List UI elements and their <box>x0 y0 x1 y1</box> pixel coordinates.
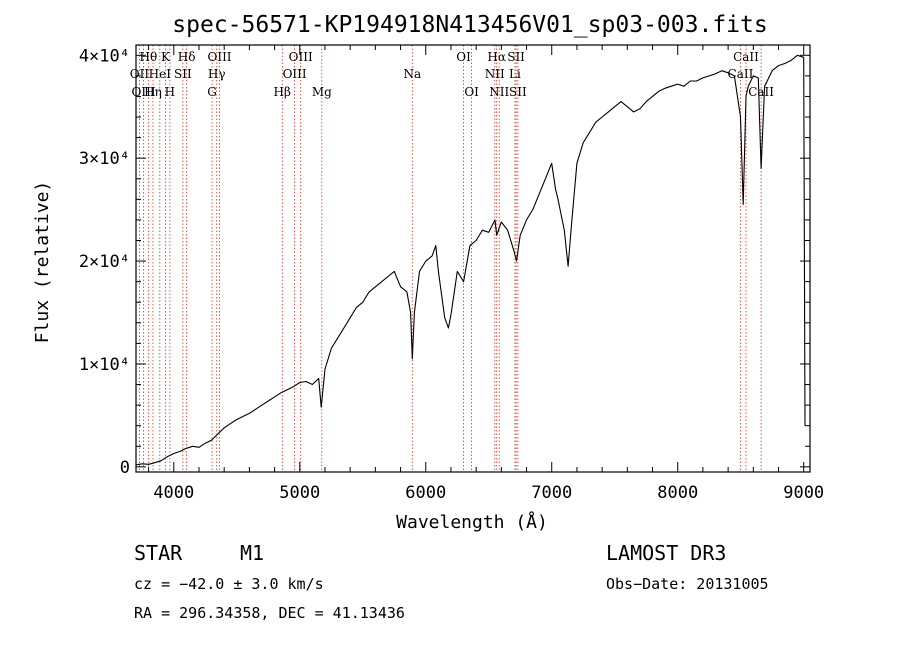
x-tick-label: 8000 <box>657 483 698 503</box>
line-label: NII <box>489 85 509 99</box>
x-tick-label: 7000 <box>531 483 572 503</box>
line-label: Hγ <box>208 67 226 81</box>
line-label: Na <box>403 67 421 81</box>
line-label: G <box>207 85 217 99</box>
x-tick-label: 6000 <box>405 483 446 503</box>
line-label: OII <box>130 67 150 81</box>
line-label: OI <box>456 50 471 64</box>
x-tick-label: 4000 <box>153 483 194 503</box>
object-class: STAR <box>134 541 183 565</box>
line-label: OIII <box>283 67 307 81</box>
survey-name: LAMOST DR3 <box>606 541 727 565</box>
line-label: K <box>161 50 171 64</box>
object-subclass: M1 <box>240 541 265 565</box>
coordinates: RA = 296.34358, DEC = 41.13436 <box>134 604 405 622</box>
observation-date: Obs−Date: 20131005 <box>606 575 769 593</box>
line-label: Hα <box>487 50 506 64</box>
line-label: CaII <box>748 85 774 99</box>
x-tick-label: 5000 <box>279 483 320 503</box>
line-label: SII <box>507 50 525 64</box>
x-axis-label: Wavelength (Å) <box>396 511 548 533</box>
line-label: Hβ <box>274 85 291 99</box>
line-label: OIII <box>132 85 156 99</box>
plot-frame <box>135 44 811 473</box>
y-tick-label: 1×10⁴ <box>79 355 130 375</box>
redshift-velocity: cz = −42.0 ± 3.0 km/s <box>134 575 324 593</box>
line-label: HeI <box>149 67 172 81</box>
line-label: Hη <box>144 85 162 99</box>
line-label: H <box>165 85 175 99</box>
y-tick-label: 0 <box>120 458 130 478</box>
spectrum-chart: spec-56571-KP194918N413456V01_sp03-003.f… <box>32 12 824 533</box>
line-label: NII <box>485 67 505 81</box>
y-axis-label: Flux (relative) <box>32 181 53 344</box>
x-tick-label: 9000 <box>783 483 824 503</box>
y-tick-label: 2×10⁴ <box>79 252 130 272</box>
line-markers <box>139 45 762 472</box>
line-label: Hδ <box>178 50 196 64</box>
chart-title: spec-56571-KP194918N413456V01_sp03-003.f… <box>172 12 767 38</box>
line-label: Hθ <box>139 50 157 64</box>
line-label: Li <box>509 67 521 81</box>
line-label: OI <box>464 85 479 99</box>
line-label: OIII <box>289 50 313 64</box>
spectrum-line <box>135 54 806 466</box>
line-label: Mg <box>312 85 332 99</box>
line-label: CaII <box>733 50 759 64</box>
line-label: CaII <box>728 67 754 81</box>
line-label: OIII <box>207 50 231 64</box>
axis-ticks: 4000 5000 6000 7000 8000 9000 0 1×10⁴ 2×10⁴ 3×10⁴… <box>79 45 824 503</box>
line-label: SII <box>509 85 527 99</box>
y-tick-label: 4×10⁴ <box>79 46 130 66</box>
y-tick-label: 3×10⁴ <box>79 149 130 169</box>
line-label: SII <box>174 67 192 81</box>
